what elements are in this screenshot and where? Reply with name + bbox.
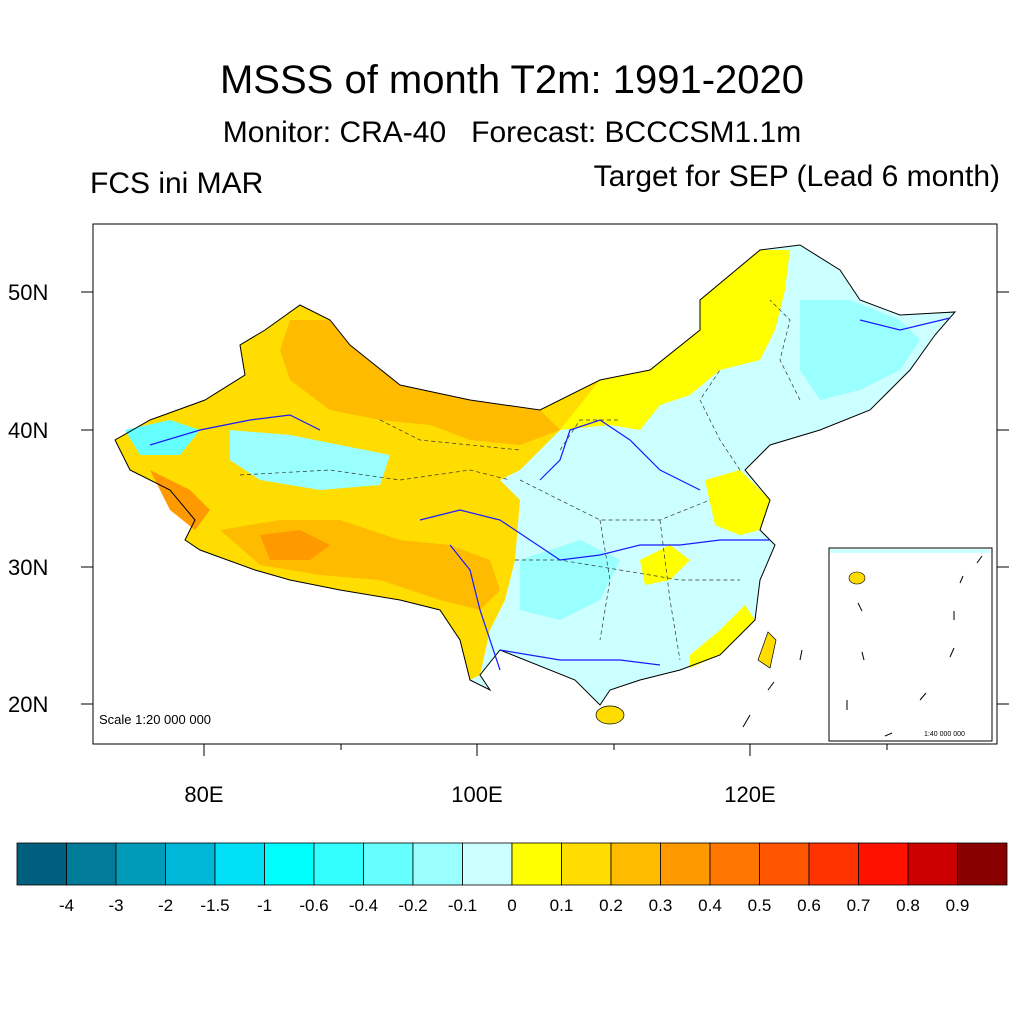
region-amber-north bbox=[280, 320, 560, 445]
scale-label-main: Scale 1:20 000 000 bbox=[99, 712, 212, 727]
region-cyan-ne bbox=[800, 300, 920, 400]
colorbar-swatch bbox=[561, 842, 612, 886]
colorbar-tick-label: -0.4 bbox=[348, 896, 379, 915]
colorbar-swatch bbox=[759, 842, 810, 886]
colorbar-swatch bbox=[610, 842, 661, 886]
colorbar-swatch bbox=[115, 842, 166, 886]
scale-label-inset: 1:40 000 000 bbox=[924, 731, 965, 738]
colorbar-swatch bbox=[462, 842, 513, 886]
colorbar-tick-label: -3 bbox=[108, 896, 124, 915]
colorbar-swatch bbox=[511, 842, 562, 886]
lon-label-120e: 120E bbox=[724, 782, 776, 807]
colorbar-swatch bbox=[660, 842, 711, 886]
lat-label-50n: 50N bbox=[8, 280, 49, 305]
colorbar-tick-label: -2 bbox=[157, 896, 174, 915]
colorbar-tick-label: 0.5 bbox=[747, 896, 772, 915]
colorbar-tick-label: 0.4 bbox=[698, 896, 722, 915]
page-title: MSSS of month T2m: 1991-2020 bbox=[219, 58, 805, 102]
region-cyan-basin bbox=[230, 430, 390, 490]
region-cyan-tarim bbox=[125, 420, 200, 455]
axis-ticks bbox=[81, 291, 1009, 756]
colorbar-swatch bbox=[907, 842, 958, 886]
colorbar-tick-label: -1 bbox=[256, 896, 273, 915]
colorbar-swatch bbox=[16, 842, 67, 886]
colorbar-swatch bbox=[214, 842, 265, 886]
lat-label-20n: 20N bbox=[8, 692, 49, 717]
colorbar-tick-label: 0.9 bbox=[945, 896, 970, 915]
colorbar-swatch bbox=[412, 842, 463, 886]
colorbar-tick-label: -0.1 bbox=[447, 896, 478, 915]
lat-label-30n: 30N bbox=[8, 555, 49, 580]
lat-label-40n: 40N bbox=[8, 418, 49, 443]
colorbar-tick-label: 0.1 bbox=[549, 896, 574, 915]
region-yellow-east bbox=[705, 470, 770, 535]
hainan-island bbox=[595, 705, 625, 725]
colorbar-swatch bbox=[808, 842, 859, 886]
colorbar-swatch bbox=[264, 842, 315, 886]
inset-nine-dash-line bbox=[846, 555, 983, 737]
inset-hainan bbox=[848, 571, 866, 585]
colorbar-tick-label: 0 bbox=[507, 896, 517, 915]
colorbar bbox=[16, 842, 1008, 886]
colorbar-tick-label: 0.2 bbox=[599, 896, 623, 915]
region-yellow-central bbox=[640, 545, 690, 585]
region-orange-west bbox=[150, 470, 210, 530]
colorbar-swatch bbox=[313, 842, 364, 886]
lon-label-80e: 80E bbox=[184, 782, 224, 807]
colorbar-tick-label: -0.6 bbox=[299, 896, 329, 915]
colorbar-tick-label: -0.2 bbox=[398, 896, 428, 915]
colorbar-swatch bbox=[709, 842, 760, 886]
colorbar-tick-label: -1.5 bbox=[200, 896, 230, 915]
sea-dashes bbox=[742, 649, 803, 728]
region-gold bbox=[115, 305, 640, 680]
lon-label-100e: 100E bbox=[451, 782, 503, 807]
target-label: Target for SEP (Lead 6 month) bbox=[593, 160, 1000, 193]
inset-coast bbox=[830, 549, 990, 553]
colorbar-swatch bbox=[66, 842, 117, 886]
province-boundaries bbox=[239, 299, 801, 661]
colorbar-swatch bbox=[363, 842, 414, 886]
init-label: FCS ini MAR bbox=[90, 167, 264, 200]
colorbar-swatch bbox=[165, 842, 216, 886]
country-outline bbox=[114, 244, 957, 706]
colorbar-swatch bbox=[957, 842, 1008, 886]
colorbar-swatch bbox=[858, 842, 909, 886]
china-map bbox=[81, 223, 1009, 756]
colorbar-tick-label: -4 bbox=[58, 896, 75, 915]
colorbar-tick-label: 0.8 bbox=[896, 896, 920, 915]
rivers bbox=[149, 317, 951, 671]
region-yellow-south bbox=[690, 605, 755, 668]
region-yellow-north bbox=[560, 250, 790, 430]
colorbar-tick-label: 0.3 bbox=[648, 896, 673, 915]
colorbar-tick-label: 0.7 bbox=[846, 896, 871, 915]
subtitle: Monitor: CRA-40 Forecast: BCCCSM1.1m bbox=[222, 116, 802, 149]
taiwan-island bbox=[757, 631, 777, 669]
region-orange-tibet bbox=[260, 530, 330, 560]
colorbar-tick-label: 0.6 bbox=[797, 896, 821, 915]
